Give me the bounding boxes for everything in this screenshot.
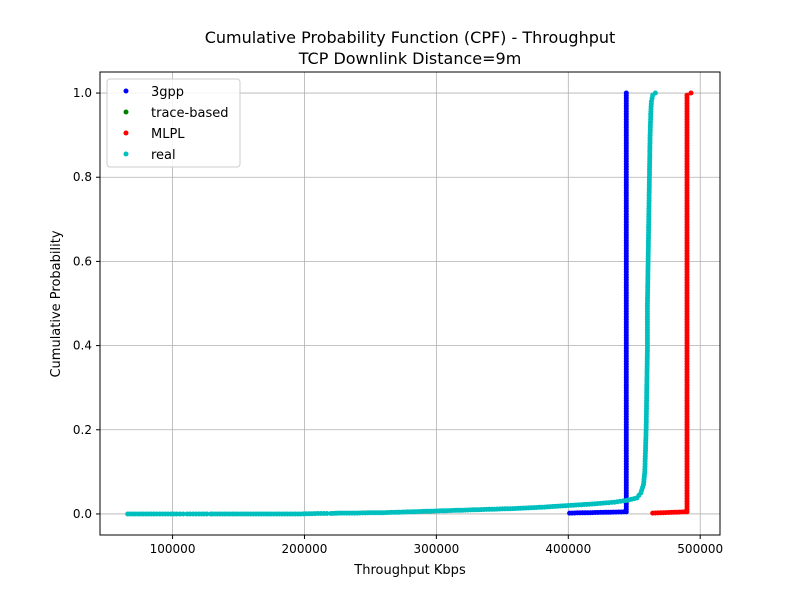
x-tick-label: 100000 [150, 542, 196, 556]
data-point [180, 511, 186, 517]
legend: 3gpp trace-based MLPL real [106, 78, 241, 168]
chart-subtitle: TCP Downlink Distance=9m [298, 49, 522, 68]
data-point [688, 90, 694, 96]
legend-label: real [151, 148, 176, 163]
chart-title: Cumulative Probability Function (CPF) - … [205, 28, 616, 47]
data-point [324, 511, 330, 516]
legend-marker [123, 88, 129, 94]
axis-ticks: 100000 200000 300000 400000 500000 0.0 0.2 0.4 0… [73, 86, 723, 556]
legend-marker [123, 109, 129, 115]
plot-frame [99, 71, 721, 536]
series-real [125, 90, 658, 517]
legend-label: 3gpp [151, 85, 184, 100]
y-tick-label: 0.6 [73, 254, 92, 268]
y-tick-label: 0.8 [73, 170, 92, 184]
series-MLPL [650, 90, 694, 516]
series-3gpp [567, 90, 629, 516]
x-axis-label: Throughput Kbps [353, 563, 466, 578]
legend-marker [123, 151, 129, 157]
y-axis-label: Cumulative Probability [49, 230, 64, 377]
x-tick-label: 400000 [545, 542, 591, 556]
data-point [652, 90, 658, 96]
y-tick-label: 0.4 [73, 339, 92, 353]
legend-marker [123, 130, 129, 136]
data-point [684, 92, 690, 98]
data-points [125, 90, 694, 517]
y-tick-label: 0.0 [73, 507, 92, 521]
y-tick-label: 1.0 [73, 86, 92, 100]
x-tick-label: 500000 [677, 542, 723, 556]
legend-label: MLPL [151, 127, 185, 142]
data-point [204, 511, 210, 517]
y-tick-label: 0.2 [73, 423, 92, 437]
x-tick-label: 300000 [413, 542, 459, 556]
x-tick-label: 200000 [282, 542, 328, 556]
legend-label: trace-based [151, 106, 229, 121]
data-point [623, 90, 629, 96]
legend-frame [106, 78, 241, 168]
